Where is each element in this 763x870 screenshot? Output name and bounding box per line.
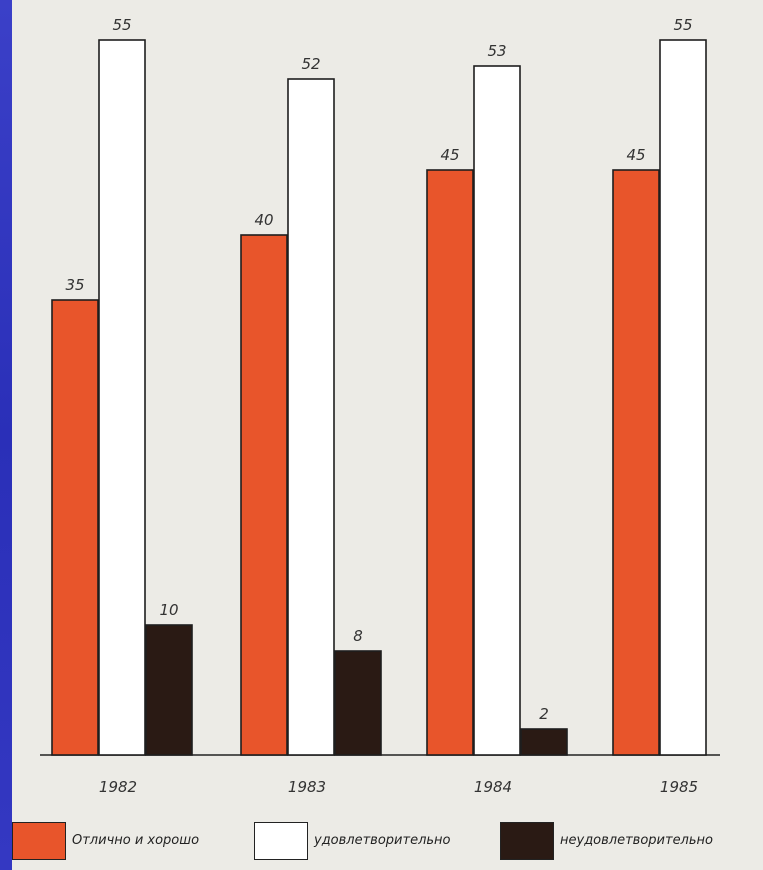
bar-excellent-good-1984: [426, 169, 474, 756]
value-label-excellent-good-1985: 45: [626, 146, 645, 164]
legend-label-unsatisfactory: неудовлетворительно: [560, 833, 713, 848]
x-tick-label-1983: 1983: [288, 778, 326, 796]
chart-legend: Отлично и хорошо удовлетворительно неудо…: [12, 822, 763, 866]
x-tick-label-1984: 1984: [474, 778, 512, 796]
bar-excellent-good-1982: [51, 299, 99, 756]
bar-excellent-good-1985: [612, 169, 660, 756]
value-label-satisfactory-1982: 55: [112, 16, 131, 34]
bar-satisfactory-1983: [287, 78, 335, 756]
left-border-stripe: [0, 0, 12, 870]
value-label-satisfactory-1983: 52: [301, 55, 320, 73]
bar-satisfactory-1984: [473, 65, 521, 756]
value-label-satisfactory-1984: 53: [487, 42, 506, 60]
bar-chart: 35 55 10 1982 40 52 8 1983 45 53 2 1984 45 55 1985: [40, 16, 720, 796]
bar-satisfactory-1982: [98, 39, 146, 756]
value-label-unsatisfactory-1983: 8: [353, 627, 363, 645]
value-label-unsatisfactory-1982: 10: [159, 601, 178, 619]
legend-label-excellent-good: Отлично и хорошо: [72, 833, 200, 848]
value-label-excellent-good-1982: 35: [65, 276, 84, 294]
legend-swatch-unsatisfactory: [500, 822, 554, 860]
x-tick-label-1982: 1982: [99, 778, 137, 796]
legend-swatch-satisfactory: [254, 822, 308, 860]
bar-unsatisfactory-1984: [520, 728, 568, 756]
legend-label-satisfactory: удовлетворительно: [314, 833, 451, 848]
value-label-satisfactory-1985: 55: [673, 16, 692, 34]
value-label-excellent-good-1984: 45: [440, 146, 459, 164]
legend-swatch-excellent-good: [12, 822, 66, 860]
bar-excellent-good-1983: [240, 234, 288, 756]
value-label-unsatisfactory-1984: 2: [539, 705, 549, 723]
value-label-excellent-good-1983: 40: [254, 211, 273, 229]
x-tick-label-1985: 1985: [660, 778, 698, 796]
bar-unsatisfactory-1982: [145, 624, 193, 756]
bar-satisfactory-1985: [659, 39, 707, 756]
bar-unsatisfactory-1983: [334, 650, 382, 756]
